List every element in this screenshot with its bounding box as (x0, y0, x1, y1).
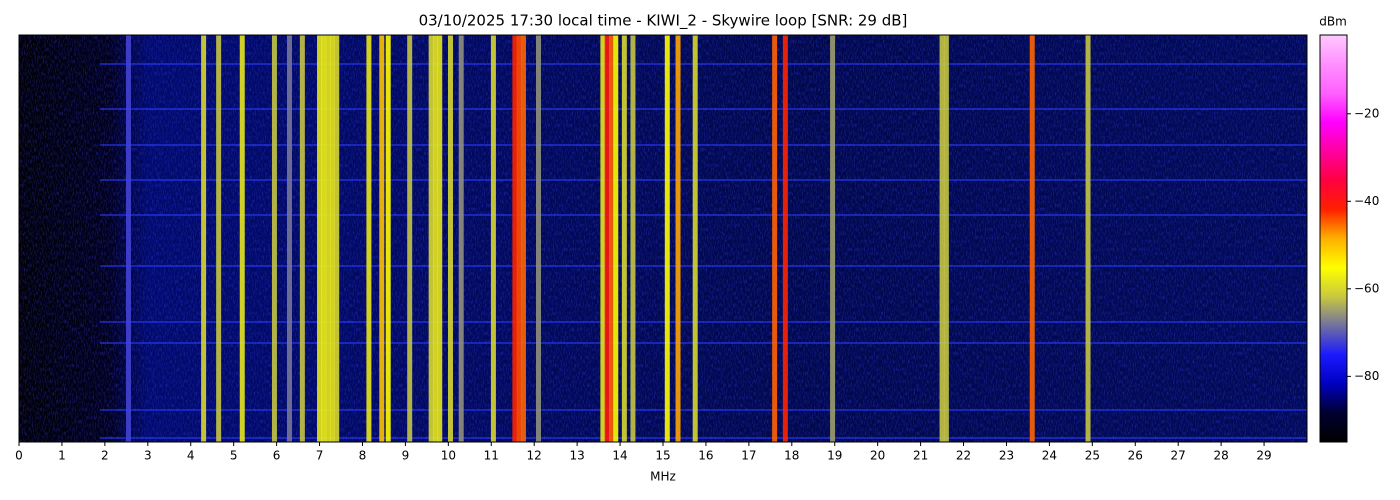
x-tick-label: 19 (827, 449, 842, 463)
x-tick-label: 23 (999, 449, 1014, 463)
colorbar-tick-label: −20 (1354, 106, 1379, 120)
x-tick-label: 11 (484, 449, 499, 463)
x-tick-label: 29 (1256, 449, 1271, 463)
emission (490, 35, 496, 442)
x-tick-label: 4 (187, 449, 195, 463)
x-tick-label: 24 (1042, 449, 1057, 463)
emission (201, 35, 207, 442)
emission (447, 35, 453, 442)
x-tick-label: 20 (870, 449, 885, 463)
x-tick-label: 8 (359, 449, 367, 463)
emission (216, 35, 222, 442)
x-tick-label: 7 (316, 449, 324, 463)
colorbar-tick-label: −80 (1354, 369, 1379, 383)
colorbar-tick-label: −40 (1354, 194, 1379, 208)
x-tick-label: 10 (441, 449, 456, 463)
emission (299, 35, 305, 442)
emission (600, 35, 606, 442)
x-tick-label: 12 (527, 449, 542, 463)
x-tick-label: 27 (1171, 449, 1186, 463)
emission (321, 35, 327, 442)
emission (621, 35, 627, 442)
x-tick-label: 0 (15, 449, 23, 463)
x-tick-label: 9 (402, 449, 410, 463)
x-tick-label: 15 (655, 449, 670, 463)
plot-area (19, 35, 1307, 442)
colorbar (1319, 34, 1348, 443)
x-tick-label: 2 (101, 449, 109, 463)
emission (317, 35, 323, 442)
x-tick-label: 22 (956, 449, 971, 463)
emission (366, 35, 372, 442)
emission (630, 35, 636, 442)
x-axis-label: MHz (650, 470, 676, 484)
emission (458, 35, 464, 442)
x-tick-label: 3 (144, 449, 152, 463)
emission (239, 35, 245, 442)
emission (692, 35, 698, 442)
emission (379, 35, 385, 442)
emission (385, 35, 391, 442)
emission (1085, 35, 1091, 442)
emission (782, 35, 788, 442)
emission (939, 35, 945, 442)
emission (535, 35, 541, 442)
emission (613, 35, 619, 442)
emission (516, 35, 522, 442)
emission (329, 35, 335, 442)
emission (437, 35, 443, 442)
emission (432, 35, 438, 442)
emission (664, 35, 670, 442)
emission (772, 35, 778, 442)
emission (512, 35, 518, 442)
emission (286, 35, 292, 442)
x-tick-label: 25 (1085, 449, 1100, 463)
x-tick-label: 16 (698, 449, 713, 463)
colorbar-label: dBm (1319, 15, 1347, 29)
x-tick-label: 28 (1213, 449, 1228, 463)
x-tick-label: 5 (230, 449, 238, 463)
x-tick-label: 26 (1128, 449, 1143, 463)
emission (271, 35, 277, 442)
emission (830, 35, 836, 442)
colorbar-tick-label: −60 (1354, 281, 1379, 295)
emission (943, 35, 949, 442)
emission (334, 35, 340, 442)
emission (1029, 35, 1035, 442)
emission (407, 35, 413, 442)
emission (675, 35, 681, 442)
emission (325, 35, 331, 442)
emission (604, 35, 610, 442)
x-tick-label: 6 (273, 449, 281, 463)
x-tick-label: 1 (58, 449, 66, 463)
emission (125, 35, 131, 442)
x-tick-label: 21 (913, 449, 928, 463)
emission (608, 35, 614, 442)
x-tick-label: 17 (741, 449, 756, 463)
x-tick-label: 18 (784, 449, 799, 463)
x-tick-label: 14 (612, 449, 627, 463)
chart-title: 03/10/2025 17:30 local time - KIWI_2 - S… (419, 12, 908, 31)
emission (428, 35, 434, 442)
emission (520, 35, 526, 442)
x-tick-label: 13 (569, 449, 584, 463)
noise (19, 35, 1307, 442)
